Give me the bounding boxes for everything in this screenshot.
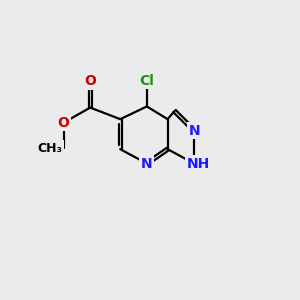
Text: CH₃: CH₃ [38, 142, 62, 154]
Text: Cl: Cl [140, 74, 154, 88]
Text: N: N [141, 157, 153, 170]
Text: N: N [188, 124, 200, 138]
Text: NH: NH [187, 157, 210, 170]
Text: O: O [58, 116, 70, 130]
Text: O: O [84, 74, 96, 88]
